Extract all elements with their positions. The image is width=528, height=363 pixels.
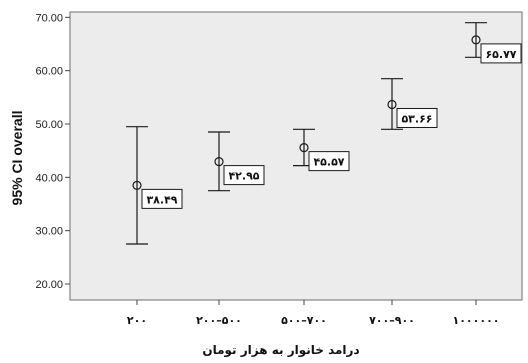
y-axis-title: 95% CI overall: [9, 111, 25, 206]
data-label: ۶۵.۷۷: [485, 48, 516, 61]
data-label: ۴۵.۵۷: [313, 156, 344, 169]
x-axis: ۲۰۰ ۲۰۰–۵۰۰ ۵۰۰–۷۰۰ ۷۰۰–۹۰۰ ۱۰۰۰۰۰۰: [127, 300, 500, 327]
data-label-box: [223, 165, 265, 186]
error-bar-group: ۳۸.۴۹: [126, 126, 183, 245]
data-label-box: [480, 43, 522, 64]
error-bar-group: ۵۳.۶۶: [381, 78, 438, 130]
data-label: ۳۸.۴۹: [146, 193, 177, 206]
data-label-box: [308, 151, 350, 172]
plot-area: [69, 11, 523, 301]
x-tick-label: ۲۰۰–۵۰۰: [196, 314, 242, 327]
x-tick-label: ۷۰۰–۹۰۰: [369, 314, 415, 327]
y-tick-label: 40.00: [35, 172, 63, 184]
data-label-box: [141, 188, 183, 209]
x-tick-label: ۲۰۰: [127, 314, 147, 327]
mean-marker: [214, 157, 224, 167]
error-bar-group: ۴۲.۹۵: [208, 131, 265, 192]
mean-marker: [387, 99, 397, 110]
error-bar-group: ۴۵.۵۷: [293, 128, 350, 172]
y-axis: 20.00 30.00 40.00 50.00 60.00 70.00: [35, 12, 70, 291]
y-tick-label: 20.00: [35, 279, 63, 291]
y-tick-label: 50.00: [35, 119, 63, 131]
x-tick-label: ۱۰۰۰۰۰۰: [453, 314, 500, 327]
y-tick-label: 30.00: [35, 226, 63, 238]
x-tick-label: ۵۰۰–۷۰۰: [281, 314, 327, 327]
data-label: ۵۳.۶۶: [401, 112, 432, 125]
y-tick-label: 70.00: [35, 12, 63, 24]
error-bar-group: ۶۵.۷۷: [465, 22, 522, 64]
x-axis-title: درامد خانوار به هزار تومان: [202, 343, 359, 358]
data-label-box: [396, 107, 438, 128]
mean-marker: [471, 35, 481, 45]
mean-marker: [299, 143, 309, 153]
y-tick-label: 60.00: [35, 66, 63, 78]
error-bars: ۳۸.۴۹ ۴۲.۹۵ ۴۵.۵۷ ۵۳.۶۶ ۶۵.۷۷: [126, 22, 522, 245]
data-label: ۴۲.۹۵: [228, 170, 259, 183]
mean-marker: [132, 180, 142, 190]
